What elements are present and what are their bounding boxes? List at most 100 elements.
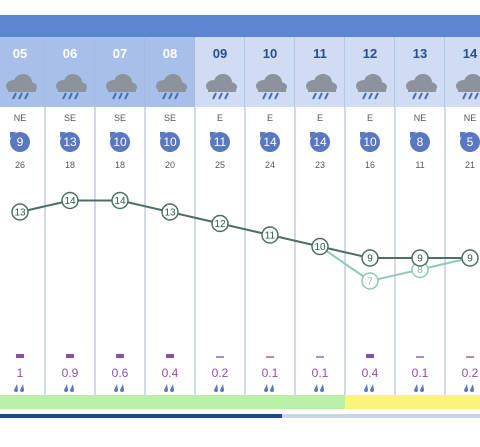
top-band <box>0 15 480 37</box>
rain-cloud-icon <box>106 74 137 100</box>
day-color-band <box>95 395 145 409</box>
rain-amount: 0.1 <box>262 366 279 380</box>
scrollbar-thumb[interactable] <box>0 414 282 420</box>
wind-speed: 11 <box>214 135 227 149</box>
max-temp-label: 11 <box>265 231 276 242</box>
max-temp-point <box>161 203 179 221</box>
max-temp-label: 10 <box>314 242 326 253</box>
day-label[interactable]: 09 <box>213 46 227 61</box>
rain-bar <box>216 356 224 358</box>
rain-amount: 0.4 <box>362 366 379 380</box>
raindrops-icon <box>164 384 174 392</box>
wind-speed: 5 <box>467 135 474 149</box>
max-temp-point <box>361 249 379 267</box>
raindrops-icon <box>214 384 224 392</box>
wind-gust: 11 <box>415 160 424 170</box>
wind-arrow-tip <box>260 132 266 138</box>
weather-forecast-grid: 05 NE 9 26 1 06 SE 13 18 0.9 07 SE 10 18 0.6 08 SE 10 20 0.… <box>0 15 480 409</box>
min-temp-label: 8 <box>417 265 423 276</box>
raindrops-icon <box>364 384 374 392</box>
max-temp-label: 9 <box>367 254 373 265</box>
day-color-band <box>45 395 95 409</box>
rain-bar <box>366 354 374 358</box>
footer-area <box>0 418 480 447</box>
wind-arrow-tip <box>110 132 116 138</box>
wind-gust: 18 <box>115 160 125 170</box>
max-temp-point <box>111 191 129 210</box>
rain-cloud-icon <box>456 74 480 100</box>
wind-arrow-tip <box>60 132 66 138</box>
day-color-band <box>0 395 45 409</box>
max-temp-line <box>19 199 470 259</box>
wind-gust: 21 <box>465 160 475 170</box>
wind-speed: 9 <box>17 135 24 149</box>
max-temp-label: 12 <box>214 219 226 230</box>
wind-direction-icon <box>210 132 230 152</box>
wind-arrow-tip <box>160 132 166 138</box>
wind-arrow-tip <box>460 132 466 138</box>
wind-direction-icon <box>310 132 330 152</box>
wind-speed: 10 <box>163 135 177 149</box>
wind-direction: SE <box>164 113 176 123</box>
rain-amount: 0.4 <box>162 366 179 380</box>
day-label[interactable]: 06 <box>63 46 77 61</box>
wind-arrow-tip <box>210 132 216 138</box>
day-color-band <box>395 395 445 409</box>
wind-direction: E <box>267 113 273 123</box>
day-label[interactable]: 11 <box>313 46 327 61</box>
wind-speed: 14 <box>313 135 327 149</box>
max-temp-point <box>61 191 79 210</box>
rain-cloud-icon <box>56 74 87 100</box>
wind-speed: 14 <box>263 135 277 149</box>
wind-direction-icon <box>260 132 280 152</box>
day-color-band <box>445 395 480 409</box>
rain-amount: 0.1 <box>312 366 329 380</box>
raindrops-icon <box>314 384 324 392</box>
rain-amount: 0.2 <box>462 366 479 380</box>
max-temp-label: 13 <box>164 208 176 219</box>
wind-arrow-tip <box>410 132 416 138</box>
wind-gust: 18 <box>65 160 75 170</box>
wind-arrow-tip <box>10 132 16 138</box>
max-temp-label: 14 <box>64 196 76 207</box>
day-header-05 <box>0 37 45 107</box>
wind-direction: NE <box>414 113 427 123</box>
wind-speed: 13 <box>63 135 77 149</box>
wind-direction: SE <box>114 113 126 123</box>
day-color-band <box>295 395 345 409</box>
day-color-band <box>195 395 245 409</box>
wind-direction: E <box>217 113 223 123</box>
rain-bar <box>116 354 124 358</box>
day-label[interactable]: 10 <box>263 46 277 61</box>
day-header-14 <box>445 37 480 107</box>
rain-cloud-icon <box>256 74 287 100</box>
day-label[interactable]: 13 <box>413 46 427 61</box>
day-color-band <box>245 395 295 409</box>
day-label[interactable]: 05 <box>13 46 27 61</box>
rain-cloud-icon <box>356 74 387 100</box>
raindrops-icon <box>414 384 424 392</box>
rain-amount: 0.6 <box>112 366 129 380</box>
max-temp-label: 13 <box>14 208 26 219</box>
rain-amount: 0.1 <box>412 366 429 380</box>
day-label[interactable]: 14 <box>463 46 478 61</box>
max-temp-point <box>11 203 29 221</box>
wind-direction-icon <box>160 132 180 152</box>
wind-arrow-tip <box>310 132 316 138</box>
rain-bar <box>316 356 324 358</box>
raindrops-icon <box>14 384 24 392</box>
rain-bar <box>466 356 474 358</box>
max-temp-point <box>261 226 279 244</box>
wind-gust: 25 <box>215 160 225 170</box>
rain-amount: 0.2 <box>212 366 229 380</box>
day-label[interactable]: 08 <box>163 46 177 61</box>
wind-direction: NE <box>14 113 27 123</box>
day-label[interactable]: 07 <box>113 46 127 61</box>
raindrops-icon <box>64 384 74 392</box>
wind-direction-icon <box>410 132 430 152</box>
rain-cloud-icon <box>156 74 187 100</box>
rain-bar <box>266 356 274 358</box>
wind-speed: 8 <box>417 135 424 149</box>
day-label[interactable]: 12 <box>363 46 377 61</box>
rain-cloud-icon <box>206 74 237 100</box>
